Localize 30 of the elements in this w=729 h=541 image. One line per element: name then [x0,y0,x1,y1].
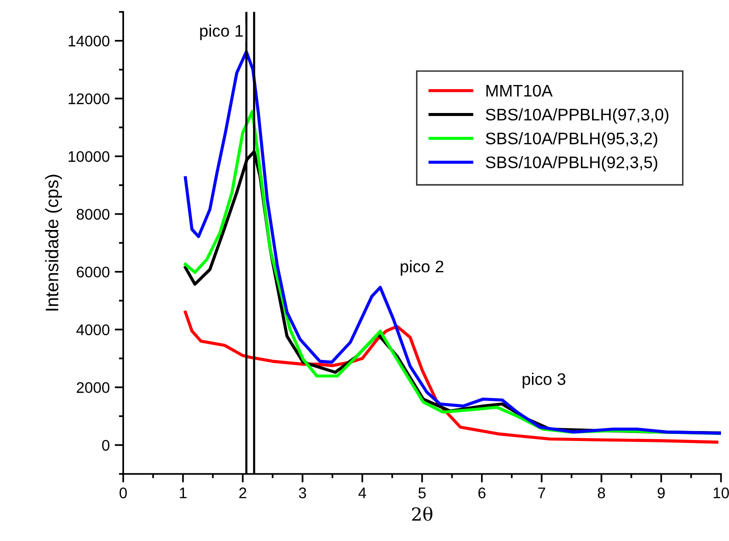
y-axis-title: Intensidade (cps) [45,174,62,310]
y-tick-label: 4000 [76,324,110,336]
legend-label: SBS/10A/PPBLH(97,3,0) [486,108,668,124]
x-tick-label: 0 [120,488,127,498]
x-tick-label: 9 [658,488,665,498]
y-tick-label: 12000 [68,93,110,104]
y-tick-label: 0 [102,440,110,451]
y-tick-label: 10000 [68,151,110,162]
x-tick-label: 2 [239,488,246,498]
x-tick-label: 5 [418,488,426,498]
x-tick-label: 1 [180,488,186,498]
annotation: pico 1 [200,24,243,40]
x-tick-label: 7 [538,488,546,498]
x-tick-label: 10 [714,488,729,498]
line-series [184,50,721,435]
legend-label: SBS/10A/PBLH(95,3,2) [486,132,658,148]
line-series [184,310,718,444]
x-tick-label: 4 [358,488,366,498]
x-axis-title: 2θ [412,506,432,521]
x-tick-label: 8 [598,488,606,498]
annotation: pico 3 [522,372,566,388]
x-tick-label: 6 [478,488,486,498]
y-tick-label: 2000 [76,382,110,393]
y-tick-label: 8000 [76,208,110,220]
x-tick-label: 3 [298,488,306,498]
legend-label: SBS/10A/PBLH(92,3,5) [486,156,658,172]
legend-label: MMT10A [486,84,553,97]
annotation: pico 2 [400,260,444,276]
y-tick-label: 14000 [68,36,110,46]
y-tick-label: 6000 [76,266,110,278]
